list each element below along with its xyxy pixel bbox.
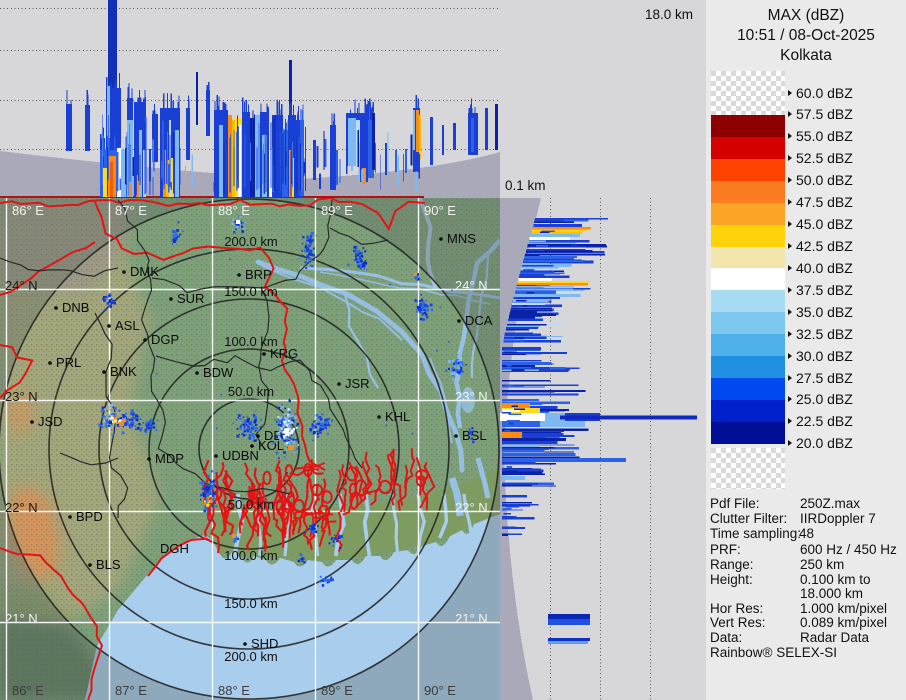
svg-text:ASL: ASL xyxy=(115,318,140,333)
svg-text:150.0 km: 150.0 km xyxy=(224,284,277,299)
svg-text:18.0 km: 18.0 km xyxy=(645,7,693,22)
svg-text:90° E: 90° E xyxy=(424,203,456,218)
svg-text:89° E: 89° E xyxy=(321,203,353,218)
svg-text:DNB: DNB xyxy=(62,300,89,315)
svg-text:BRP: BRP xyxy=(245,267,272,282)
svg-text:DGP: DGP xyxy=(151,332,179,347)
svg-text:DCA: DCA xyxy=(465,313,493,328)
svg-text:KOL: KOL xyxy=(258,438,284,453)
svg-text:JSD: JSD xyxy=(38,414,63,429)
svg-text:KRG: KRG xyxy=(270,346,298,361)
svg-text:50.0 km: 50.0 km xyxy=(228,497,274,512)
svg-text:21° N: 21° N xyxy=(455,611,488,626)
svg-text:150.0 km: 150.0 km xyxy=(224,596,277,611)
svg-text:SHD: SHD xyxy=(251,636,278,651)
svg-text:BNK: BNK xyxy=(110,364,137,379)
svg-text:DMK: DMK xyxy=(130,264,159,279)
svg-text:MNS: MNS xyxy=(447,231,476,246)
svg-text:SUR: SUR xyxy=(177,291,204,306)
svg-text:22° N: 22° N xyxy=(455,500,488,515)
svg-text:200.0 km: 200.0 km xyxy=(224,649,277,664)
svg-text:88° E: 88° E xyxy=(218,203,250,218)
svg-text:MDP: MDP xyxy=(155,451,184,466)
svg-text:KHL: KHL xyxy=(385,409,410,424)
svg-text:88° E: 88° E xyxy=(218,683,250,698)
svg-text:87° E: 87° E xyxy=(115,203,147,218)
svg-text:86° E: 86° E xyxy=(12,683,44,698)
svg-text:50.0 km: 50.0 km xyxy=(228,384,274,399)
svg-text:24° N: 24° N xyxy=(5,278,38,293)
svg-text:JSR: JSR xyxy=(345,376,370,391)
svg-text:BDW: BDW xyxy=(203,365,234,380)
svg-text:89° E: 89° E xyxy=(321,683,353,698)
svg-text:24° N: 24° N xyxy=(455,278,488,293)
svg-text:0.1 km: 0.1 km xyxy=(505,178,546,193)
svg-text:200.0 km: 200.0 km xyxy=(224,234,277,249)
svg-text:BSL: BSL xyxy=(462,428,487,443)
svg-text:22° N: 22° N xyxy=(5,500,38,515)
svg-text:23° N: 23° N xyxy=(455,389,488,404)
svg-text:23° N: 23° N xyxy=(5,389,38,404)
svg-text:21° N: 21° N xyxy=(5,611,38,626)
svg-text:100.0 km: 100.0 km xyxy=(224,548,277,563)
svg-text:UDBN: UDBN xyxy=(222,448,259,463)
svg-text:100.0 km: 100.0 km xyxy=(224,334,277,349)
svg-text:86° E: 86° E xyxy=(12,203,44,218)
svg-text:DGH: DGH xyxy=(160,541,189,556)
svg-text:90° E: 90° E xyxy=(424,683,456,698)
svg-text:87° E: 87° E xyxy=(115,683,147,698)
svg-text:BPD: BPD xyxy=(76,509,103,524)
svg-text:BLS: BLS xyxy=(96,557,121,572)
svg-text:PRL: PRL xyxy=(56,355,81,370)
